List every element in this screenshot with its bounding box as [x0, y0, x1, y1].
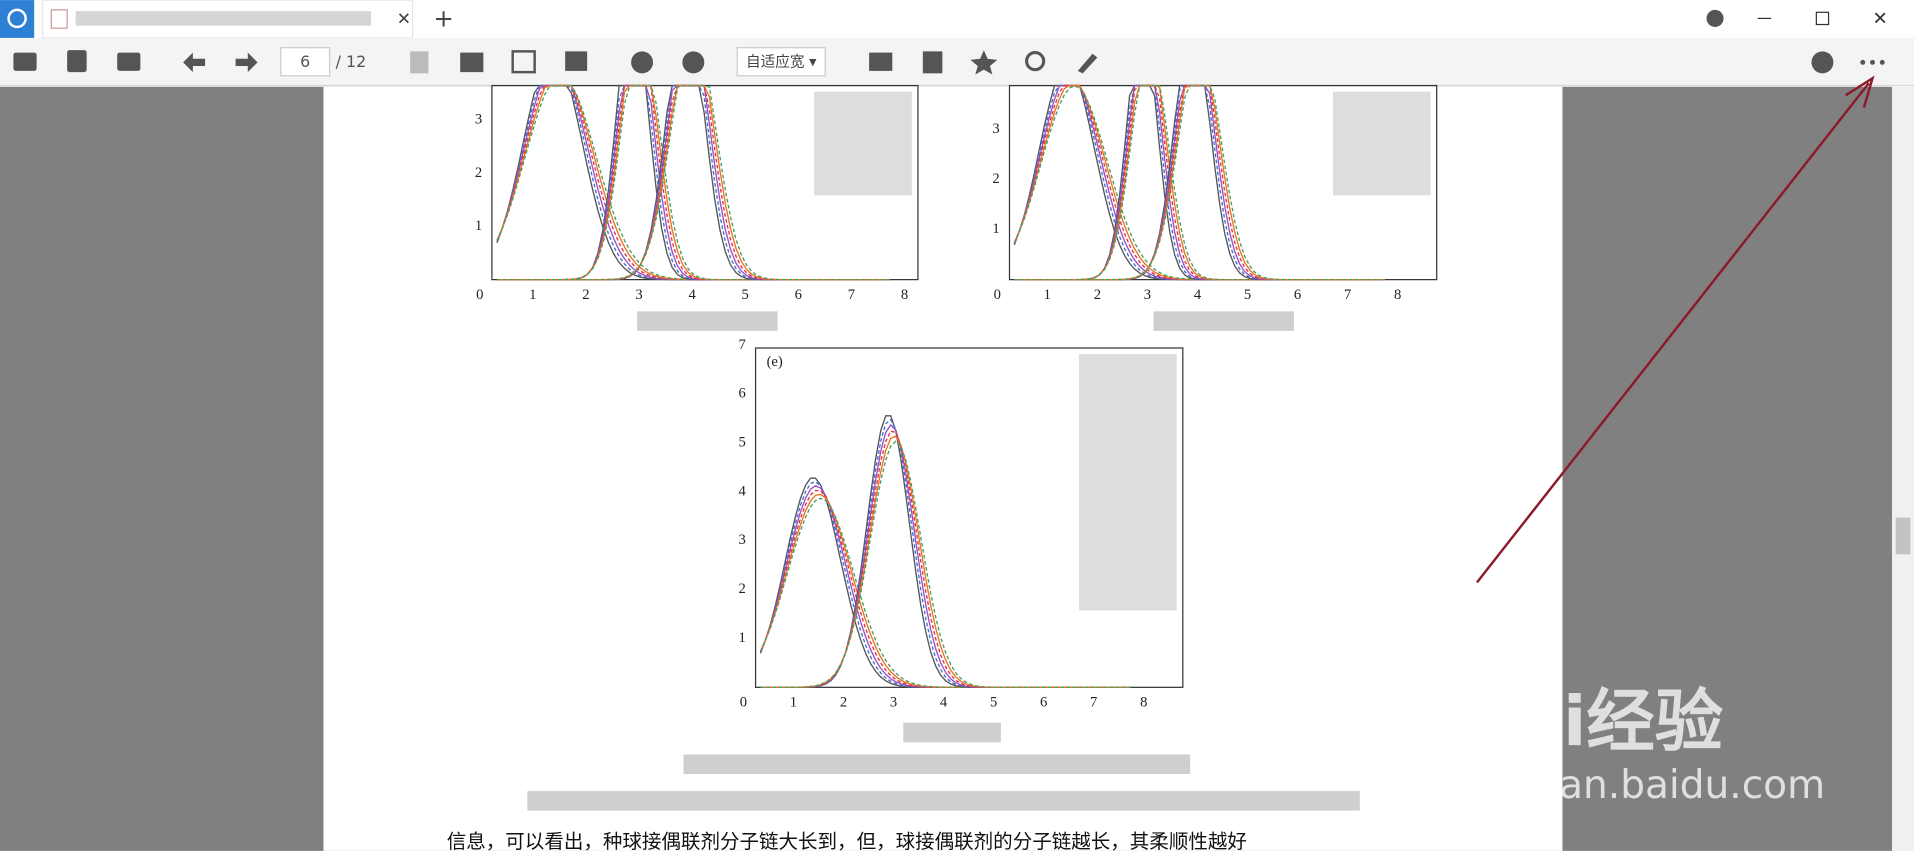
x-tick-label: 7: [1090, 695, 1097, 711]
zoom-select[interactable]: [736, 47, 826, 77]
x-tick-label: 0: [740, 695, 747, 711]
curve: [1014, 84, 1385, 281]
curve: [760, 440, 1131, 689]
caption-blurred: [637, 311, 778, 331]
x-tick-label: 6: [1040, 695, 1047, 711]
x-tick-label: 4: [1194, 287, 1202, 303]
presentation[interactable]: [565, 51, 588, 71]
x-tick-label: 4: [940, 695, 948, 711]
fit-page[interactable]: [511, 50, 536, 74]
x-tick-label: 3: [890, 695, 897, 711]
document: 0 1 2 3 4 5 6 7 8 1 2 3 0 1 2 3 4 5 6 7 8 1 2 3 0 1 2 3 4 5 6 7 8 1 2 3 4 5 6 7…: [475, 84, 1438, 811]
tab-title-blurred: [75, 11, 372, 26]
arrow-shaft: [1476, 82, 1870, 584]
dual-page[interactable]: [460, 52, 484, 73]
save-cloud-button[interactable]: [67, 50, 87, 73]
x-tick-label: 5: [990, 695, 997, 711]
x-tick-label: 0: [476, 287, 483, 303]
zoom-out[interactable]: [631, 51, 654, 74]
curve: [497, 84, 890, 281]
y-tick-label: 2: [475, 165, 482, 181]
scrollbar[interactable]: [1892, 86, 1914, 851]
x-tick-label: 7: [848, 287, 855, 303]
outline-button[interactable]: [869, 52, 893, 71]
panel-label: (e): [767, 354, 783, 370]
x-tick-label: 4: [688, 287, 696, 303]
prev-page[interactable]: [183, 52, 206, 73]
page-input[interactable]: 6: [300, 52, 310, 71]
x-tick-label: 8: [1394, 287, 1401, 303]
more-dot: [1860, 59, 1866, 65]
single-page[interactable]: [410, 51, 429, 74]
new-tab[interactable]: +: [433, 4, 453, 33]
y-tick-label: 1: [475, 218, 482, 234]
legend-blurred: [1332, 91, 1431, 196]
open-button[interactable]: [13, 52, 37, 71]
y-tick-label: 6: [739, 386, 746, 402]
x-tick-label: 8: [1140, 695, 1147, 711]
x-tick-label: 6: [795, 287, 802, 303]
x-tick-label: 0: [994, 287, 1001, 303]
arrow-head: [1844, 75, 1875, 108]
search-button[interactable]: [1025, 51, 1046, 72]
y-tick-label: 1: [992, 221, 999, 237]
zoom-value[interactable]: 自适应宽 ▾: [746, 52, 817, 70]
x-tick-label: 2: [1094, 287, 1101, 303]
y-tick-label: 7: [739, 337, 746, 353]
body-text: 信息，可以看出，种球接偶联剂分子链大长到，但，球接偶联剂的分子链越长，其柔顺性越…: [447, 830, 1247, 851]
close-window[interactable]: ✕: [1872, 9, 1887, 30]
x-tick-label: 7: [1344, 287, 1351, 303]
tab-close[interactable]: ✕: [397, 10, 411, 30]
next-page[interactable]: [235, 52, 258, 73]
x-tick-label: 1: [529, 287, 536, 303]
arrow: [1476, 75, 1875, 584]
y-tick-label: 4: [739, 483, 747, 499]
scrollbar-thumb[interactable]: [1895, 517, 1911, 555]
x-tick-label: 5: [742, 287, 749, 303]
legend-blurred: [1079, 354, 1177, 611]
annotate-button[interactable]: [1077, 53, 1098, 74]
caption-blurred: [527, 791, 1360, 811]
y-tick-label: 5: [739, 435, 746, 451]
x-tick-label: 8: [901, 287, 908, 303]
caption-blurred: [1153, 311, 1294, 331]
account-button[interactable]: [1811, 51, 1834, 74]
x-tick-label: 3: [635, 287, 642, 303]
bookmark-button[interactable]: [922, 51, 943, 74]
y-tick-label: 2: [739, 581, 746, 597]
x-tick-label: 1: [1044, 287, 1051, 303]
tab-icon: [50, 9, 68, 29]
toolbar-icons: [13, 50, 1885, 75]
y-tick-label: 1: [739, 630, 746, 646]
app-icon[interactable]: [0, 0, 35, 38]
x-tick-label: 3: [1144, 287, 1151, 303]
print-button[interactable]: [117, 52, 141, 71]
menu-button[interactable]: [1706, 9, 1724, 27]
watermark-url: jingyan.baidu.com: [1464, 763, 1825, 808]
x-tick-label: 2: [582, 287, 589, 303]
restore[interactable]: [1815, 11, 1830, 26]
x-tick-label: 6: [1294, 287, 1301, 303]
caption-blurred: [683, 754, 1191, 774]
app-logo: [7, 8, 27, 29]
zoom-in[interactable]: [682, 51, 705, 74]
caption-blurred: [903, 722, 1001, 743]
y-tick-label: 3: [992, 121, 999, 137]
curve: [759, 497, 1131, 689]
watermark-brand: Bai经验: [1465, 683, 1724, 762]
x-tick-label: 2: [840, 695, 847, 711]
page-total: / 12: [336, 52, 367, 71]
y-tick-label: 3: [475, 112, 482, 128]
x-tick-label: 5: [1244, 287, 1251, 303]
favorite-button[interactable]: [970, 50, 998, 75]
x-tick-label: 1: [790, 695, 797, 711]
more-dot: [1870, 59, 1875, 65]
legend-blurred: [814, 91, 912, 196]
y-tick-label: 3: [739, 532, 746, 548]
y-tick-label: 2: [992, 171, 999, 187]
more-dot[interactable]: [1879, 59, 1885, 65]
page-input-box[interactable]: [280, 47, 331, 77]
